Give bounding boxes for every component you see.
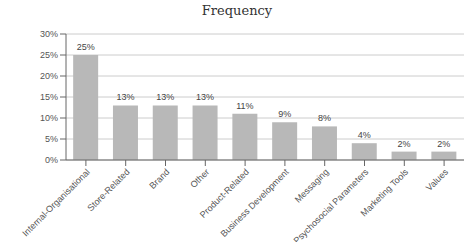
svg-text:Brand: Brand bbox=[147, 167, 171, 191]
svg-text:9%: 9% bbox=[278, 109, 291, 119]
svg-text:20%: 20% bbox=[40, 71, 58, 81]
svg-text:5%: 5% bbox=[45, 134, 58, 144]
svg-text:25%: 25% bbox=[40, 50, 58, 60]
svg-text:Internal-Organisational: Internal-Organisational bbox=[20, 167, 91, 238]
svg-text:Values: Values bbox=[424, 167, 450, 193]
svg-text:Product-Related: Product-Related bbox=[198, 166, 251, 220]
svg-text:13%: 13% bbox=[196, 92, 214, 102]
svg-text:11%: 11% bbox=[236, 101, 253, 111]
svg-text:0%: 0% bbox=[45, 155, 58, 165]
svg-text:4%: 4% bbox=[358, 130, 371, 140]
svg-text:Messaging: Messaging bbox=[293, 167, 331, 205]
svg-text:Business Development: Business Development bbox=[219, 167, 292, 240]
svg-text:2%: 2% bbox=[437, 139, 450, 149]
svg-text:Psychosocial Parameters: Psychosocial Parameters bbox=[292, 167, 371, 242]
svg-text:8%: 8% bbox=[318, 113, 331, 123]
svg-text:30%: 30% bbox=[40, 29, 58, 39]
html-text:Frequency: Frequency bbox=[201, 3, 273, 18]
svg-text:10%: 10% bbox=[40, 113, 58, 123]
svg-text:Marketing Tools: Marketing Tools bbox=[359, 167, 411, 219]
svg-text:25%: 25% bbox=[77, 42, 95, 52]
svg-text:Other: Other bbox=[188, 167, 211, 190]
svg-text:13%: 13% bbox=[116, 92, 134, 102]
svg-text:15%: 15% bbox=[40, 92, 58, 102]
svg-text:2%: 2% bbox=[398, 139, 411, 149]
svg-text:13%: 13% bbox=[156, 92, 174, 102]
svg-text:Store-Related: Store-Related bbox=[85, 167, 131, 213]
